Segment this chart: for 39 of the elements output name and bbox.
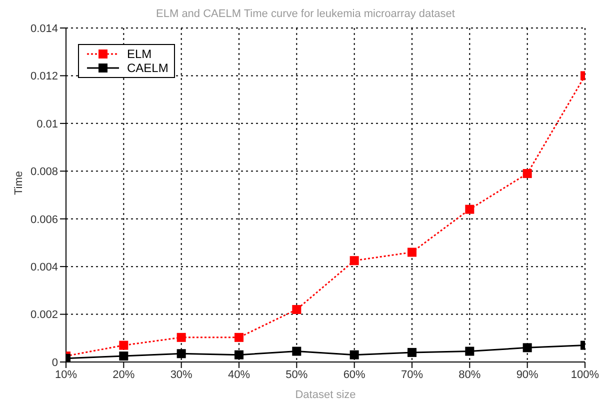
x-tick-label: 10%	[54, 368, 78, 381]
x-tick-label: 60%	[343, 368, 366, 381]
x-tick-label: 40%	[228, 368, 250, 381]
x-tick-label: 20%	[112, 368, 135, 381]
x-tick-label: 90%	[516, 368, 539, 381]
point	[522, 169, 532, 178]
point	[350, 350, 359, 360]
x-tick-label: 50%	[286, 368, 308, 381]
point	[119, 340, 128, 350]
y-tick-label: 0.008	[30, 166, 58, 178]
x-tick-label: 100%	[570, 368, 600, 381]
point	[292, 305, 302, 314]
chart-title: ELM and CAELM Time curve for leukemia microarray dataset	[155, 8, 456, 22]
legend-label: ELM	[127, 47, 152, 61]
x-tick-label: 30%	[170, 368, 193, 381]
point	[522, 343, 532, 352]
y-tick-label: 0.014	[30, 22, 58, 35]
x-tick-label: 80%	[458, 368, 481, 381]
point	[292, 346, 302, 356]
y-tick-label: 0.004	[30, 261, 58, 274]
point	[119, 352, 128, 361]
x-axis-title: Dataset size	[295, 389, 356, 401]
point	[234, 350, 244, 360]
point	[408, 248, 416, 257]
y-axis-title: Time	[12, 170, 25, 195]
point	[408, 348, 416, 357]
y-tick-label: 0	[52, 356, 58, 369]
point	[465, 204, 474, 214]
point	[465, 346, 474, 356]
point	[176, 332, 186, 342]
y-tick-label: 0.006	[30, 214, 58, 226]
x-tick-label: 70%	[400, 368, 424, 381]
point	[176, 349, 186, 358]
y-tick-label: 0.01	[36, 118, 58, 130]
point	[350, 256, 359, 266]
legend-label: CAELM	[127, 61, 168, 75]
point	[234, 332, 244, 342]
y-tick-label: 0.012	[30, 70, 58, 83]
y-tick-label: 0.002	[30, 309, 58, 322]
